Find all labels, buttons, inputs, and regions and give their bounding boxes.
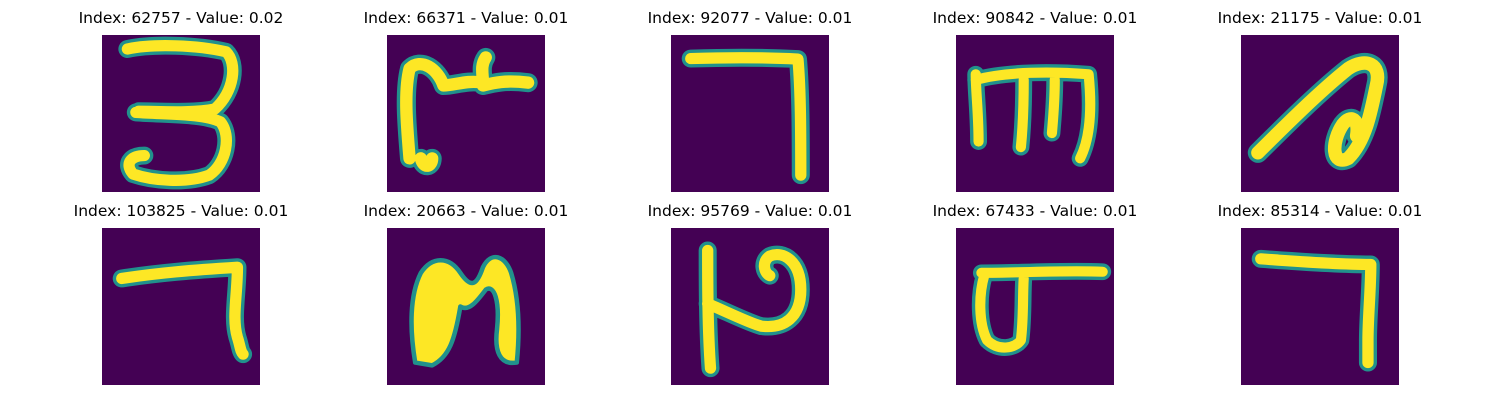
letter-m-glyph xyxy=(956,35,1114,192)
digit-image xyxy=(387,35,545,192)
digit-three-glyph xyxy=(102,35,260,192)
panel-title: Index: 90842 - Value: 0.01 xyxy=(920,8,1150,28)
digit-image xyxy=(102,35,260,192)
image-panel: Index: 90842 - Value: 0.01 xyxy=(920,8,1150,198)
digit-image xyxy=(956,228,1114,385)
panel-title: Index: 66371 - Value: 0.01 xyxy=(351,8,581,28)
arch-glyph xyxy=(387,228,545,385)
digit-seven-glyph xyxy=(671,35,829,192)
image-panel: Index: 20663 - Value: 0.01 xyxy=(351,201,581,391)
panel-title: Index: 67433 - Value: 0.01 xyxy=(920,201,1150,221)
digit-image xyxy=(102,228,260,385)
image-panel: Index: 62757 - Value: 0.02 xyxy=(66,8,296,198)
panel-title: Index: 92077 - Value: 0.01 xyxy=(635,8,865,28)
digit-seven-glyph xyxy=(1241,228,1399,385)
image-panel: Index: 103825 - Value: 0.01 xyxy=(66,201,296,391)
panel-title: Index: 62757 - Value: 0.02 xyxy=(66,8,296,28)
bengali-letter-glyph xyxy=(387,35,545,192)
panel-title: Index: 95769 - Value: 0.01 xyxy=(635,201,865,221)
image-panel: Index: 21175 - Value: 0.01 xyxy=(1205,8,1435,198)
digit-image xyxy=(387,228,545,385)
bengali-letter-glyph xyxy=(956,228,1114,385)
image-panel: Index: 85314 - Value: 0.01 xyxy=(1205,201,1435,391)
digit-image xyxy=(671,35,829,192)
letter-p-glyph xyxy=(671,228,829,385)
image-panel: Index: 66371 - Value: 0.01 xyxy=(351,8,581,198)
image-panel: Index: 67433 - Value: 0.01 xyxy=(920,201,1150,391)
image-panel: Index: 92077 - Value: 0.01 xyxy=(635,8,865,198)
digit-image xyxy=(956,35,1114,192)
digit-image xyxy=(1241,35,1399,192)
panel-title: Index: 85314 - Value: 0.01 xyxy=(1205,201,1435,221)
digit-seven-glyph xyxy=(102,228,260,385)
panel-title: Index: 103825 - Value: 0.01 xyxy=(66,201,296,221)
digit-image xyxy=(671,228,829,385)
loop-stroke-glyph xyxy=(1241,35,1399,192)
digit-image xyxy=(1241,228,1399,385)
image-panel: Index: 95769 - Value: 0.01 xyxy=(635,201,865,391)
panel-title: Index: 21175 - Value: 0.01 xyxy=(1205,8,1435,28)
panel-title: Index: 20663 - Value: 0.01 xyxy=(351,201,581,221)
